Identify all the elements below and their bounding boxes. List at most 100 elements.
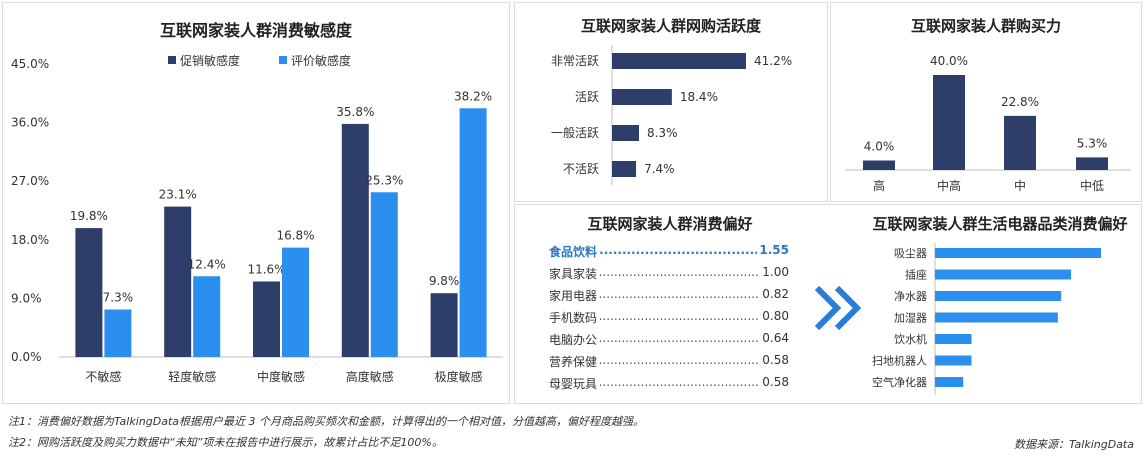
appliance-title: 互联网家装人群生活电器品类消费偏好 <box>872 215 1128 233</box>
bar-appliance <box>935 334 972 344</box>
bar-activity <box>612 53 746 69</box>
footnote-2: 注2：网购活跃度及购买力数据中“未知”项未在报告中进行展示，故累计占比不足100… <box>8 436 443 449</box>
bar-activity <box>612 161 637 177</box>
bar-promo <box>341 123 369 357</box>
preference-value: 1.55 <box>757 243 789 257</box>
sensitivity-chart: 促销敏感度 评价敏感度 45.0% 36.0% 27.0% 18.0% 9.0% 0.0% 19… <box>11 53 503 384</box>
data-source: 数据来源：TalkingData <box>1013 438 1134 451</box>
legend-swatch-promo <box>168 56 176 64</box>
power-chart: 4.0% 高 40.0% 中高 22.8% 中 5.3% 中低 <box>845 54 1131 193</box>
data-label: 25.3% <box>365 173 403 187</box>
dot-leader: ........................................… <box>549 243 789 257</box>
preference-value: 0.82 <box>760 287 789 301</box>
x-tick-label: 极度敏感 <box>435 369 483 384</box>
dot-leader: ........................................… <box>549 265 789 279</box>
preference-row: ........................................… <box>549 331 789 351</box>
preference-title: 互联网家装人群消费偏好 <box>587 215 753 233</box>
activity-panel: 互联网家装人群网购活跃度 非常活跃 41.2% 活跃 18.4% 一般活跃 8.3% 不活跃… <box>514 2 828 202</box>
bar-appliance <box>935 377 964 387</box>
bar-appliance <box>935 269 1072 280</box>
sensitivity-panel: 互联网家装人群消费敏感度 促销敏感度 评价敏感度 45.0% 36.0% 27.0% 18… <box>2 2 510 404</box>
preference-label: 母婴玩具 <box>549 375 600 392</box>
dot-leader: ........................................… <box>549 375 789 389</box>
preference-label: 家用电器 <box>549 287 600 304</box>
y-tick-label: 加湿器 <box>894 312 927 325</box>
data-label: 11.6% <box>247 262 285 276</box>
preference-label: 电脑办公 <box>549 331 600 348</box>
y-tick-label: 吸尘器 <box>894 247 927 260</box>
bar-appliance <box>935 248 1101 258</box>
bar-power <box>1004 115 1036 170</box>
preference-value: 0.80 <box>760 309 789 323</box>
dot-leader: ........................................… <box>549 287 789 301</box>
preference-label: 家具家装 <box>549 265 600 282</box>
bar-power <box>863 160 895 170</box>
preference-value: 0.58 <box>760 353 789 367</box>
bar-promo <box>430 293 458 357</box>
x-tick-label: 中度敏感 <box>257 369 305 384</box>
preference-row: ........................................… <box>549 287 789 307</box>
y-tick-label: 9.0% <box>11 291 42 305</box>
data-label: 35.8% <box>336 105 374 119</box>
preference-label: 手机数码 <box>549 309 600 326</box>
data-label: 40.0% <box>930 54 968 68</box>
y-tick-label: 45.0% <box>11 57 49 71</box>
dot-leader: ........................................… <box>549 309 789 323</box>
x-tick-label: 轻度敏感 <box>168 369 216 384</box>
bar-review <box>193 276 221 357</box>
footnote-1: 注1：消费偏好数据为TalkingData根据用户最近 3 个月商品购买频次和金… <box>8 415 644 428</box>
legend-label-promo: 促销敏感度 <box>180 53 240 68</box>
y-tick-label: 饮水机 <box>894 332 927 346</box>
y-tick-label: 插座 <box>905 268 927 282</box>
bar-review <box>282 247 309 357</box>
activity-chart: 非常活跃 41.2% 活跃 18.4% 一般活跃 8.3% 不活跃 7.4% <box>551 45 792 185</box>
preference-row: ........................................… <box>549 353 789 373</box>
y-tick-label: 27.0% <box>11 174 49 188</box>
bar-promo <box>253 281 280 357</box>
y-tick-label: 活跃 <box>575 90 599 104</box>
y-tick-label: 净水器 <box>894 289 927 303</box>
data-label: 16.8% <box>276 229 314 243</box>
y-tick-label: 空气净化器 <box>872 375 927 389</box>
double-chevron-icon <box>814 285 862 331</box>
data-label: 23.1% <box>159 188 197 202</box>
bar-power <box>933 75 965 170</box>
bar-power <box>1076 157 1108 170</box>
x-tick-label: 高 <box>873 178 885 193</box>
preference-row: ........................................… <box>549 243 789 263</box>
x-tick-label: 高度敏感 <box>346 369 394 384</box>
x-tick-label: 不敏感 <box>85 369 121 384</box>
bar-appliance <box>935 291 1062 301</box>
data-label: 22.8% <box>1001 95 1039 109</box>
y-tick-label: 36.0% <box>11 116 49 130</box>
bar-activity <box>612 89 672 105</box>
preference-label: 食品饮料 <box>549 243 600 260</box>
data-label: 9.8% <box>429 274 460 288</box>
y-tick-label: 不活跃 <box>563 162 599 176</box>
data-label: 38.2% <box>454 89 492 103</box>
bar-appliance <box>935 355 972 366</box>
preference-panel: 互联网家装人群消费偏好 ............................… <box>514 204 1142 404</box>
x-tick-label: 中高 <box>937 178 961 193</box>
preference-row: ........................................… <box>549 309 789 329</box>
legend-swatch-review <box>279 56 287 64</box>
data-label: 41.2% <box>754 54 792 68</box>
x-tick-label: 中低 <box>1080 178 1104 193</box>
data-label: 7.4% <box>644 162 675 176</box>
data-label: 19.8% <box>70 209 108 223</box>
data-label: 4.0% <box>864 140 895 154</box>
y-tick-label: 0.0% <box>11 350 42 364</box>
preference-value: 1.00 <box>760 265 789 279</box>
data-label: 18.4% <box>680 90 718 104</box>
legend-label-review: 评价敏感度 <box>291 53 351 68</box>
preference-value: 0.58 <box>760 375 789 389</box>
data-label: 7.3% <box>103 290 134 304</box>
data-label: 8.3% <box>647 126 678 140</box>
bar-appliance <box>935 312 1058 323</box>
y-tick-label: 18.0% <box>11 233 49 247</box>
y-tick-label: 非常活跃 <box>551 54 599 68</box>
bar-promo <box>75 228 103 357</box>
y-tick-label: 一般活跃 <box>551 125 599 140</box>
bar-activity <box>612 125 639 141</box>
